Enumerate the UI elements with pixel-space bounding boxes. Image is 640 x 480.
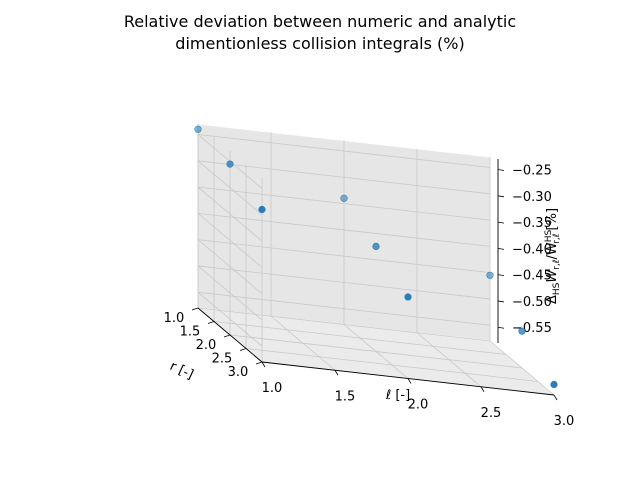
r-tick (191, 307, 199, 311)
gridline-side-z (197, 265, 491, 300)
z-label-sub1: HS (552, 282, 562, 295)
gridline-side-z (197, 186, 491, 221)
r-tick-label: 2.5 (212, 352, 233, 367)
z-tick (497, 247, 505, 250)
z-label-slash: /W (545, 242, 560, 259)
data-point (372, 242, 380, 250)
data-point (550, 380, 558, 389)
x-tick-label: 3.0 (554, 414, 575, 429)
z-tick (497, 300, 505, 303)
gridline-back-z (197, 239, 263, 294)
data-point (340, 194, 348, 202)
data-point (518, 327, 526, 335)
z-label-delta: Δ (545, 295, 560, 304)
r-tick-label: 1.5 (180, 325, 201, 340)
r-tick-label: 1.0 (164, 311, 185, 326)
data-point (226, 160, 234, 168)
r-axis-label: r [-] (167, 359, 195, 383)
z-tick-labels: −0.25 −0.30 −0.35 −0.40 −0.45 −0.50 −0.55 (512, 164, 552, 337)
gridline-floor-r (213, 321, 507, 355)
chart-title-line1: Relative deviation between numeric and a… (123, 12, 517, 31)
data-points (194, 125, 558, 389)
z-tick (497, 326, 505, 329)
z-label-sub3: r,ℓ (552, 233, 562, 243)
x-tick-label: 1.0 (262, 381, 283, 396)
r-tick (239, 348, 247, 351)
data-point (404, 293, 412, 301)
z-label-unit: [%] (545, 208, 560, 231)
z-tick-label: −0.30 (512, 190, 552, 205)
z-tick-label: −0.55 (512, 321, 552, 336)
z-tick-label: −0.45 (512, 269, 552, 284)
gridline-back-z (197, 291, 263, 347)
x-tick-label: 2.5 (481, 406, 502, 421)
gridline-side-z (197, 134, 491, 168)
z-axis-label: ΔHSWr,ℓ/WHSr,ℓ[%] (544, 208, 562, 304)
gridline-back-z (197, 213, 263, 268)
z-label-sup: HS (544, 229, 554, 242)
x-axis-label: ℓ [-] (385, 388, 410, 403)
r-tick (223, 334, 231, 338)
z-tick-label: −0.25 (512, 164, 552, 179)
z-tick-label: −0.50 (512, 295, 552, 310)
x-tick-label: 2.0 (408, 398, 429, 413)
data-point (486, 271, 494, 279)
r-tick-label: 2.0 (196, 338, 217, 353)
x-tick-label: 1.5 (335, 389, 356, 404)
z-label-sub2: r,ℓ (552, 259, 562, 269)
r-tick-label: 3.0 (228, 365, 249, 380)
x-tick (334, 370, 339, 376)
gridline-back-z (197, 186, 263, 242)
gridline-side-z (197, 239, 491, 274)
z-tick (497, 221, 505, 224)
tick-marks (191, 169, 558, 401)
r-tick (255, 361, 263, 365)
gridline-side-z (197, 212, 491, 247)
z-tick-label: −0.35 (512, 216, 552, 231)
data-point (258, 205, 266, 214)
z-tick (497, 169, 505, 171)
gridline-back-z (197, 160, 263, 216)
data-point (194, 125, 202, 133)
gridline-floor-r (245, 348, 539, 382)
gridline-side-z (197, 160, 491, 195)
z-tick (497, 195, 505, 198)
gridline-floor-r (229, 334, 523, 369)
chart-title-line2: dimentionless collision integrals (%) (175, 34, 465, 53)
z-tick-label: −0.40 (512, 242, 552, 257)
z-label-w: W (545, 269, 560, 283)
x-tick (407, 378, 412, 384)
x-tick (261, 361, 266, 368)
r-tick-labels: 1.01.52.02.53.0 (164, 311, 249, 380)
r-tick (207, 321, 215, 324)
gridline-side-z (197, 291, 491, 326)
gridline-back-z (197, 265, 263, 321)
z-tick (497, 274, 505, 277)
x-tick (553, 394, 558, 401)
x-tick-labels: 1.0 1.5 2.0 2.5 3.0 (262, 381, 575, 429)
x-tick (480, 386, 485, 392)
